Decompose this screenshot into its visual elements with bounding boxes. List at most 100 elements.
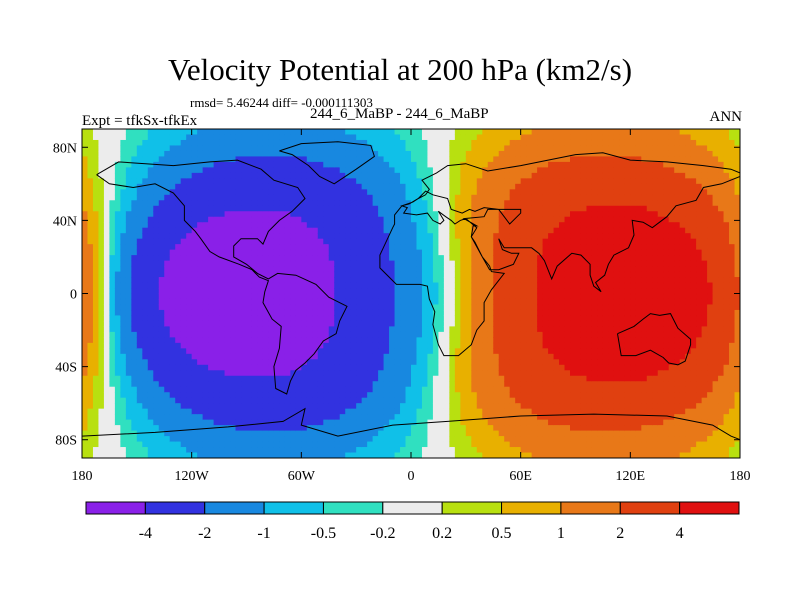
field-cell <box>400 189 407 196</box>
field-cell <box>175 419 182 426</box>
field-cell <box>378 233 385 240</box>
field-cell <box>164 315 171 322</box>
field-cell <box>158 134 165 141</box>
field-cell <box>411 447 418 454</box>
field-cell <box>460 331 467 338</box>
field-cell <box>164 364 171 371</box>
field-cell <box>306 288 313 295</box>
field-cell <box>241 381 248 388</box>
field-cell <box>257 139 264 147</box>
field-cell <box>328 386 335 393</box>
field-cell <box>339 375 346 382</box>
field-cell <box>460 139 467 147</box>
field-cell <box>427 266 434 273</box>
field-cell <box>273 189 280 196</box>
field-cell <box>454 364 461 371</box>
field-cell <box>257 189 264 196</box>
field-cell <box>520 370 527 377</box>
field-cell <box>180 222 187 229</box>
field-cell <box>482 364 489 371</box>
field-cell <box>328 342 335 349</box>
field-cell <box>400 216 407 223</box>
field-cell <box>350 326 357 333</box>
field-cell <box>219 408 226 415</box>
field-cell <box>235 282 242 289</box>
field-cell <box>186 271 193 278</box>
field-cell <box>460 392 467 399</box>
field-cell <box>208 370 215 377</box>
field-cell <box>509 167 516 174</box>
field-cell <box>306 403 313 410</box>
field-cell <box>427 364 434 371</box>
field-cell <box>114 233 121 240</box>
field-cell <box>268 271 275 278</box>
field-cell <box>186 430 193 437</box>
field-cell <box>411 414 418 421</box>
field-cell <box>476 408 483 415</box>
field-cell <box>246 139 253 147</box>
field-cell <box>208 288 215 295</box>
field-cell <box>493 353 500 360</box>
field-cell <box>197 288 204 295</box>
field-cell <box>421 183 429 190</box>
field-cell <box>476 288 483 295</box>
field-cell <box>531 342 538 349</box>
field-cell <box>246 249 253 256</box>
field-cell <box>219 293 226 300</box>
field-cell <box>515 337 522 344</box>
field-cell <box>98 381 105 388</box>
field-cell <box>471 441 478 448</box>
field-cell <box>262 309 270 317</box>
field-cell <box>421 337 429 344</box>
field-cell <box>526 211 533 218</box>
field-cell <box>268 189 275 196</box>
field-cell <box>197 200 204 207</box>
field-cell <box>147 436 154 443</box>
field-cell <box>257 337 264 344</box>
field-cell <box>383 277 390 284</box>
field-cell <box>394 441 401 448</box>
field-cell <box>219 238 226 245</box>
field-cell <box>471 260 478 267</box>
field-cell <box>257 370 264 377</box>
field-cell <box>465 260 472 267</box>
field-cell <box>103 337 111 344</box>
field-cell <box>142 436 149 443</box>
field-cell <box>246 447 253 454</box>
field-cell <box>531 375 538 382</box>
field-cell <box>454 216 461 223</box>
field-cell <box>87 172 94 179</box>
field-cell <box>136 172 143 179</box>
field-cell <box>191 189 198 196</box>
field-cell <box>202 161 209 168</box>
field-cell <box>175 189 182 196</box>
field-cell <box>515 348 522 355</box>
field-cell <box>334 255 341 262</box>
field-cell <box>471 436 478 443</box>
field-cell <box>350 145 357 152</box>
field-cell <box>400 194 407 201</box>
field-cell <box>443 282 450 289</box>
field-cell <box>136 194 143 201</box>
field-cell <box>416 145 423 152</box>
field-cell <box>306 205 313 212</box>
field-cell <box>284 183 291 190</box>
field-cell <box>202 298 209 306</box>
field-cell <box>120 183 127 190</box>
field-cell <box>251 403 259 410</box>
field-cell <box>328 167 335 174</box>
field-cell <box>219 430 226 437</box>
field-cell <box>306 222 313 229</box>
field-cell <box>241 172 248 179</box>
field-cell <box>372 331 379 338</box>
field-cell <box>334 249 341 256</box>
field-cell <box>487 419 494 426</box>
field-cell <box>125 414 132 421</box>
field-cell <box>120 145 127 152</box>
field-cell <box>191 233 198 240</box>
field-cell <box>191 216 198 223</box>
field-cell <box>531 370 538 377</box>
field-cell <box>306 134 313 141</box>
field-cell <box>279 293 286 300</box>
field-cell <box>279 326 286 333</box>
